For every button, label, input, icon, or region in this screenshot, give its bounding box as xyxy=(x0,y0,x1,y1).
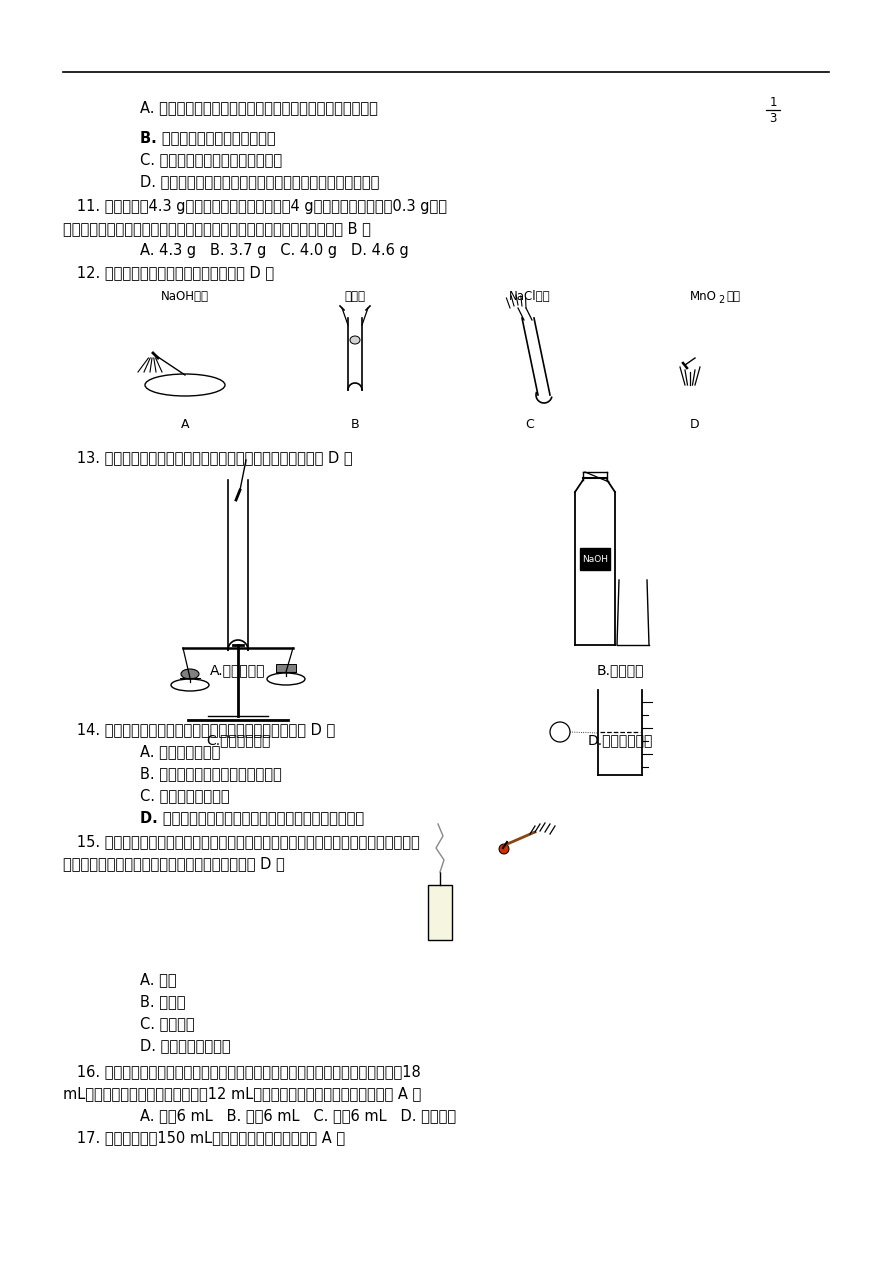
Text: 12. 下列取用固体药品的操作正确的是（ D ）: 12. 下列取用固体药品的操作正确的是（ D ） xyxy=(63,265,274,280)
Text: 2: 2 xyxy=(718,295,724,305)
Text: C. 用灯帽盖灭酒精灯: C. 用灯帽盖灭酒精灯 xyxy=(140,789,229,804)
Text: 17. 实验室加热约150 mL液体，可以使用的仪器是（ A ）: 17. 实验室加热约150 mL液体，可以使用的仪器是（ A ） xyxy=(63,1131,345,1146)
Text: A. 给试管里的液体加热时，液体的体积不能超过试管容积的: A. 给试管里的液体加热时，液体的体积不能超过试管容积的 xyxy=(140,101,378,116)
Text: 15. 蜡烛的主要成分是石蜡，刚熄灭时，烛芯会冒出一缕白烟。燃着的火柴只要碰到白: 15. 蜡烛的主要成分是石蜡，刚熄灭时，烛芯会冒出一缕白烟。燃着的火柴只要碰到白 xyxy=(63,834,420,849)
Text: A: A xyxy=(181,419,189,432)
Text: D.量取水的体积: D.量取水的体积 xyxy=(587,733,653,747)
Text: 大理石: 大理石 xyxy=(344,289,366,303)
Text: A. 大于6 mL   B. 小于6 mL   C. 等于6 mL   D. 无法判断: A. 大于6 mL B. 小于6 mL C. 等于6 mL D. 无法判断 xyxy=(140,1108,456,1123)
Text: D: D xyxy=(690,419,700,432)
Text: 粉末: 粉末 xyxy=(726,289,740,303)
Text: D. 石蜡的固体小颗粒: D. 石蜡的固体小颗粒 xyxy=(140,1039,231,1054)
Text: NaOH: NaOH xyxy=(582,554,608,564)
Text: 16. 小聪同学用量筒量取液体体积时，将量筒平稳地放置在实验台上，仰视读数为18: 16. 小聪同学用量筒量取液体体积时，将量筒平稳地放置在实验台上，仰视读数为18 xyxy=(63,1065,421,1079)
Text: C. 加热后的试管应立即用冷水冲洗: C. 加热后的试管应立即用冷水冲洗 xyxy=(140,153,282,168)
Text: B. 取用块状固体时可直接用手拿: B. 取用块状固体时可直接用手拿 xyxy=(140,130,276,145)
Text: A. 4.3 g   B. 3.7 g   C. 4.0 g   D. 4.6 g: A. 4.3 g B. 3.7 g C. 4.0 g D. 4.6 g xyxy=(140,244,409,259)
Text: B. 水蒸气: B. 水蒸气 xyxy=(140,994,186,1010)
Text: MnO: MnO xyxy=(690,289,717,303)
Text: NaCl固体: NaCl固体 xyxy=(509,289,551,303)
Ellipse shape xyxy=(181,669,199,679)
Text: B: B xyxy=(351,419,359,432)
Ellipse shape xyxy=(350,336,360,345)
Text: 1: 1 xyxy=(769,96,777,110)
Bar xyxy=(276,664,296,671)
Text: 然后在右边托盘上加蔗糖直到天平平衡。这时托盘上蔗糖的实际质量是（ B ）: 然后在右边托盘上加蔗糖直到天平平衡。这时托盘上蔗糖的实际质量是（ B ） xyxy=(63,222,371,236)
Text: 烟，便能使蜡烛复燃，如图所示。此白烟可能是（ D ）: 烟，便能使蜡烛复燃，如图所示。此白烟可能是（ D ） xyxy=(63,857,285,872)
Text: NaOH固体: NaOH固体 xyxy=(161,289,209,303)
Text: C. 二氧化碳: C. 二氧化碳 xyxy=(140,1016,194,1031)
Text: 11. 某同学称取4.3 g蔗糖，他在左边托盘上放了4 g砝码，又把游码移到0.3 g处，: 11. 某同学称取4.3 g蔗糖，他在左边托盘上放了4 g砝码，又把游码移到0.… xyxy=(63,199,447,215)
Text: B. 先预热，再给试管内的物质加热: B. 先预热，再给试管内的物质加热 xyxy=(140,766,282,781)
Text: mL；倒出部分液体后，俯视读数为12 mL，则小聪同学实际倒出的液体体积（ A ）: mL；倒出部分液体后，俯视读数为12 mL，则小聪同学实际倒出的液体体积（ A … xyxy=(63,1087,421,1102)
Text: A. 氮气: A. 氮气 xyxy=(140,973,177,987)
Text: B.取用烧碱: B.取用烧碱 xyxy=(596,663,644,676)
Text: D. 为了便于观察，给试管里的液体加热时试管口应对着自己: D. 为了便于观察，给试管里的液体加热时试管口应对着自己 xyxy=(140,174,379,189)
Bar xyxy=(580,548,610,570)
Text: A.加入大理石: A.加入大理石 xyxy=(211,663,266,676)
Text: C: C xyxy=(525,419,534,432)
Circle shape xyxy=(499,844,509,854)
Text: D. 给试管内的液体加热时，试管口对着自己不对着别人: D. 给试管内的液体加热时，试管口对着自己不对着别人 xyxy=(140,810,364,825)
Text: A. 扇闻气体的气味: A. 扇闻气体的气味 xyxy=(140,745,220,760)
Text: 13. 规范的操作是实验成功的保证，下列实验操作正确的是（ D ）: 13. 规范的操作是实验成功的保证，下列实验操作正确的是（ D ） xyxy=(63,451,352,466)
Text: 3: 3 xyxy=(769,111,777,125)
Bar xyxy=(428,885,452,940)
Text: C.称粗盐的质量: C.称粗盐的质量 xyxy=(206,733,270,747)
Text: 14. 学校安全无小事，下列做法可能造成安全事故的是（ D ）: 14. 学校安全无小事，下列做法可能造成安全事故的是（ D ） xyxy=(63,723,335,737)
